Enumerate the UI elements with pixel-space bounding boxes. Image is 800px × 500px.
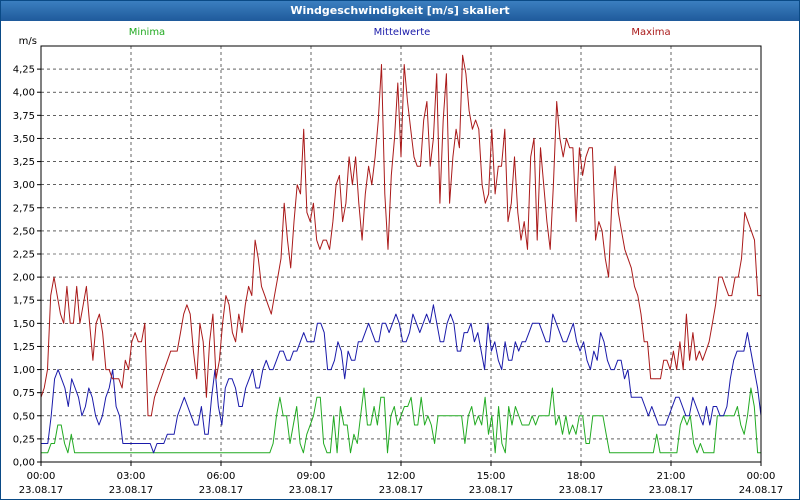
x-tick-time: 00:00	[747, 471, 776, 482]
y-tick-label: 1,50	[13, 319, 35, 330]
y-tick-label: 1,00	[13, 365, 35, 376]
x-tick-date: 23.08.17	[109, 485, 154, 496]
x-tick-time: 21:00	[657, 471, 686, 482]
y-tick-label: 3,75	[13, 111, 35, 122]
series-line-maxima	[40, 54, 761, 417]
y-tick-label: 2,00	[13, 273, 35, 284]
grid	[41, 46, 761, 462]
x-tick-date: 23.08.17	[559, 485, 604, 496]
y-tick-label: 4,25	[13, 65, 35, 76]
x-tick-date: 23.08.17	[379, 485, 424, 496]
y-tick-label: 3,25	[13, 157, 35, 168]
y-tick-label: 0,25	[13, 434, 35, 445]
x-tick-date: 23.08.17	[199, 485, 244, 496]
y-axis-unit: m/s	[19, 36, 37, 47]
y-tick-label: 2,50	[13, 226, 35, 237]
y-tick-label: 2,75	[13, 203, 35, 214]
series-line-mittelwerte	[41, 304, 762, 454]
y-tick-label: 0,50	[13, 411, 35, 422]
x-tick-date: 23.08.17	[469, 485, 514, 496]
y-tick-label: 1,25	[13, 342, 35, 353]
plot-frame	[40, 45, 762, 463]
labels: 0,00 0,25 0,50 0,75 1,00 1,25 1,50 1,75 2,00 2,25…	[13, 27, 784, 496]
x-tick-date: 23.08.17	[649, 485, 694, 496]
y-tick-label: 4,00	[13, 88, 35, 99]
legend-minima: Minima	[129, 27, 165, 38]
x-tick-time: 09:00	[297, 471, 326, 482]
x-tick-time: 15:00	[477, 471, 506, 482]
y-tick-label: 2,25	[13, 250, 35, 261]
y-tick-label: 3,50	[13, 134, 35, 145]
y-tick-label: 0,75	[13, 388, 35, 399]
series-line-minima	[41, 387, 761, 454]
x-tick-date: 23.08.17	[19, 485, 64, 496]
x-tick-time: 12:00	[387, 471, 416, 482]
x-tick-date: 23.08.17	[289, 485, 334, 496]
x-tick-time: 18:00	[567, 471, 596, 482]
x-tick-time: 06:00	[207, 471, 236, 482]
y-tick-label: 3,00	[13, 180, 35, 191]
y-tick-label: 0,00	[13, 458, 35, 469]
x-tick-time: 03:00	[117, 471, 146, 482]
x-tick-time: 00:00	[27, 471, 56, 482]
series-lines	[40, 54, 762, 454]
x-tick-date: 24.08.17	[739, 485, 784, 496]
legend-maxima: Maxima	[631, 27, 670, 38]
legend-mittelwerte: Mittelwerte	[374, 27, 431, 38]
window-title: Windgeschwindigkeit [m/s] skaliert	[1, 1, 799, 21]
axes	[37, 45, 762, 466]
y-tick-label: 1,75	[13, 296, 35, 307]
